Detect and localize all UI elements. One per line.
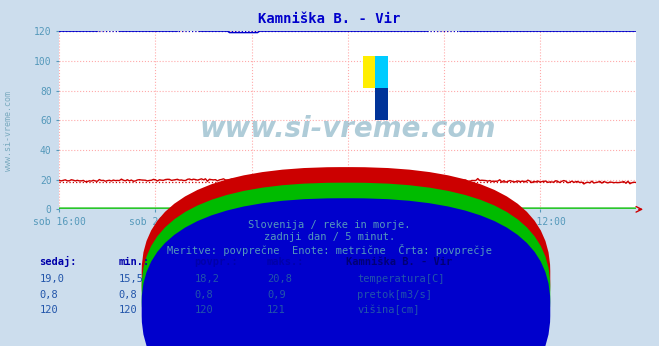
Text: Kamniška B. - Vir: Kamniška B. - Vir: [346, 257, 452, 267]
Text: 120: 120: [194, 305, 213, 315]
Text: 120: 120: [40, 305, 58, 315]
Text: 0,9: 0,9: [267, 290, 285, 300]
Text: www.si-vreme.com: www.si-vreme.com: [200, 115, 496, 143]
Text: 19,0: 19,0: [40, 274, 65, 284]
Text: maks.:: maks.:: [267, 257, 304, 267]
Text: 120: 120: [119, 305, 137, 315]
Text: višina[cm]: višina[cm]: [357, 305, 420, 315]
Text: Slovenija / reke in morje.: Slovenija / reke in morje.: [248, 220, 411, 230]
Text: 121: 121: [267, 305, 285, 315]
Text: pretok[m3/s]: pretok[m3/s]: [357, 290, 432, 300]
Text: 0,8: 0,8: [40, 290, 58, 300]
Text: 15,5: 15,5: [119, 274, 144, 284]
Bar: [362, 56, 376, 88]
Text: zadnji dan / 5 minut.: zadnji dan / 5 minut.: [264, 232, 395, 242]
Bar: [376, 88, 388, 120]
Text: www.si-vreme.com: www.si-vreme.com: [4, 91, 13, 172]
Text: 0,8: 0,8: [119, 290, 137, 300]
Text: temperatura[C]: temperatura[C]: [357, 274, 445, 284]
Text: sedaj:: sedaj:: [40, 256, 77, 267]
Text: povpr.:: povpr.:: [194, 257, 238, 267]
Text: Kamniška B. - Vir: Kamniška B. - Vir: [258, 12, 401, 26]
Text: 20,8: 20,8: [267, 274, 292, 284]
Text: 18,2: 18,2: [194, 274, 219, 284]
Text: Meritve: povprečne  Enote: metrične  Črta: povprečje: Meritve: povprečne Enote: metrične Črta:…: [167, 244, 492, 256]
Text: min.:: min.:: [119, 257, 150, 267]
Text: 0,8: 0,8: [194, 290, 213, 300]
Bar: [376, 56, 388, 88]
